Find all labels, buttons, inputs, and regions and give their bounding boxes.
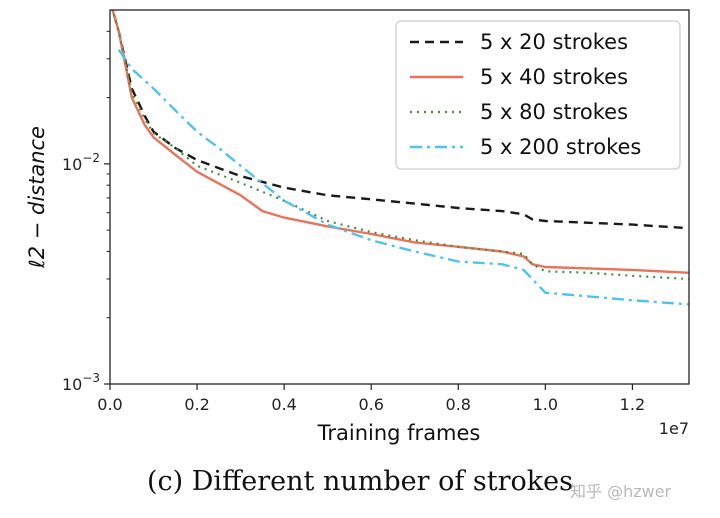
legend: 5 x 20 strokes 5 x 40 strokes 5 x 80 strok… <box>395 20 681 170</box>
y-tick-exponent: −3 <box>82 371 100 385</box>
legend-label-4: 5 x 200 strokes <box>480 135 641 159</box>
plot-frame <box>109 9 690 385</box>
x-tick-label: 1.0 <box>533 395 558 414</box>
legend-label-3: 5 x 80 strokes <box>480 100 628 124</box>
x-tick-label: 1.2 <box>620 395 645 414</box>
y-tick-base: 10 <box>62 375 82 394</box>
watermark: 知乎 @hzwer <box>570 482 672 501</box>
series-line-1 <box>111 10 689 230</box>
x-tick-label: 0.6 <box>358 395 383 414</box>
series-line-2 <box>111 10 689 274</box>
x-tick-label: 0.8 <box>446 395 471 414</box>
x-tick-label: 0.0 <box>97 395 122 414</box>
series-line-4 <box>117 49 689 306</box>
y-tick-exponent: −2 <box>82 151 100 165</box>
series-line-3 <box>111 10 689 281</box>
x-multiplier-label: 1e7 <box>659 419 689 438</box>
y-tick-label: 10−2 <box>62 151 100 174</box>
x-tick-label: 0.4 <box>271 395 296 414</box>
figure-caption: (c) Different number of strokes <box>147 466 573 497</box>
legend-box <box>395 20 681 170</box>
line-chart: 0.0 0.2 0.4 0.6 0.8 1.0 1.2 10−210−3 Training … <box>25 9 690 445</box>
x-tick-label: 0.2 <box>184 395 209 414</box>
y-axis-label: ℓ2 − distance <box>25 126 49 269</box>
x-axis-label: Training frames <box>317 421 481 445</box>
y-tick-label: 10−3 <box>62 371 100 394</box>
legend-label-1: 5 x 20 strokes <box>480 30 628 54</box>
y-tick-base: 10 <box>62 155 82 174</box>
legend-label-2: 5 x 40 strokes <box>480 65 628 89</box>
